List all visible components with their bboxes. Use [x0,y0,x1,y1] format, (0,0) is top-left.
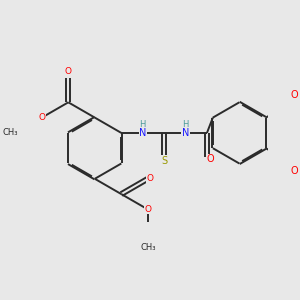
Text: H: H [140,121,146,130]
Text: CH₃: CH₃ [2,128,18,137]
Text: N: N [139,128,146,138]
Text: CH₃: CH₃ [140,243,155,252]
Text: O: O [144,205,151,214]
Text: O: O [290,166,298,176]
Text: S: S [161,156,167,166]
Text: H: H [182,121,189,130]
Text: O: O [38,113,45,122]
Text: O: O [207,154,214,164]
Text: O: O [65,67,72,76]
Text: O: O [290,90,298,100]
Text: N: N [182,128,189,138]
Text: O: O [146,174,153,183]
